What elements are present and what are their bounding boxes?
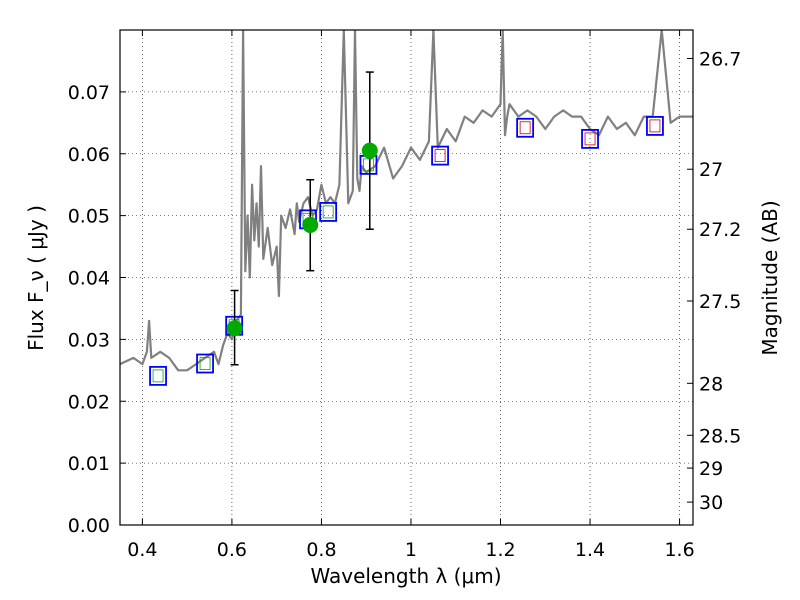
magnitude-tick-label: 28 [699, 373, 723, 395]
magnitude-square [581, 128, 599, 149]
x-tick-label: 1.6 [664, 539, 694, 561]
magnitude-square [196, 353, 214, 374]
band-square [584, 132, 596, 146]
x-tick-label: 0.6 [217, 539, 247, 561]
plot-background [120, 30, 693, 525]
y-axis-label: Flux F_ν ( μJy ) [24, 205, 48, 351]
data-layer [120, 30, 693, 386]
magnitude-tick-label: 30 [699, 492, 723, 514]
x-tick-label: 1.2 [485, 539, 515, 561]
y-tick-label: 0.06 [68, 144, 110, 166]
x-axis-label: Wavelength λ (μm) [310, 564, 501, 588]
magnitude-square [431, 145, 449, 166]
band-square [363, 158, 374, 172]
ticks: 0.4 0.6 0.8 1 1.2 1.4 1.6 0.00 0.01 0.02 0.03 0.04 0… [68, 30, 741, 561]
y-tick-label: 0.04 [68, 268, 110, 290]
band-square [152, 369, 164, 383]
band-square [322, 205, 334, 219]
band-square [649, 119, 661, 133]
y-tick-label: 0.05 [68, 206, 110, 228]
photometry-point [302, 216, 319, 233]
magnitude-square [149, 365, 167, 386]
y-tick-label: 0.01 [68, 453, 110, 475]
band-square [434, 149, 446, 163]
magnitude-tick-label: 27 [699, 159, 723, 181]
magnitude-tick-label: 26.7 [699, 48, 741, 70]
y-tick-label: 0.00 [68, 515, 110, 537]
photometry-point [226, 320, 243, 337]
band-square [519, 121, 531, 135]
band-square [199, 357, 211, 370]
magnitude-tick-label: 27.5 [699, 291, 741, 313]
x-tick-label: 1.4 [575, 539, 605, 561]
magnitude-square [646, 116, 664, 136]
y-tick-label: 0.07 [68, 82, 110, 104]
spectrum-line [120, 30, 693, 372]
magnitude-tick-label: 29 [699, 458, 723, 480]
grid [120, 30, 693, 526]
y-tick-label: 0.02 [68, 391, 110, 413]
y-tick-label: 0.03 [68, 329, 110, 351]
magnitude-square [516, 117, 535, 138]
x-tick-label: 0.4 [127, 539, 157, 561]
magnitude-tick-label: 27.2 [699, 219, 741, 241]
magnitude-tick-label: 28.5 [699, 425, 741, 447]
x-tick-label: 1 [405, 539, 417, 561]
x-tick-label: 0.8 [306, 539, 336, 561]
y-axis-label-right: Magnitude (AB) [758, 200, 782, 355]
magnitude-square [319, 202, 338, 222]
photometry-point [361, 142, 378, 159]
